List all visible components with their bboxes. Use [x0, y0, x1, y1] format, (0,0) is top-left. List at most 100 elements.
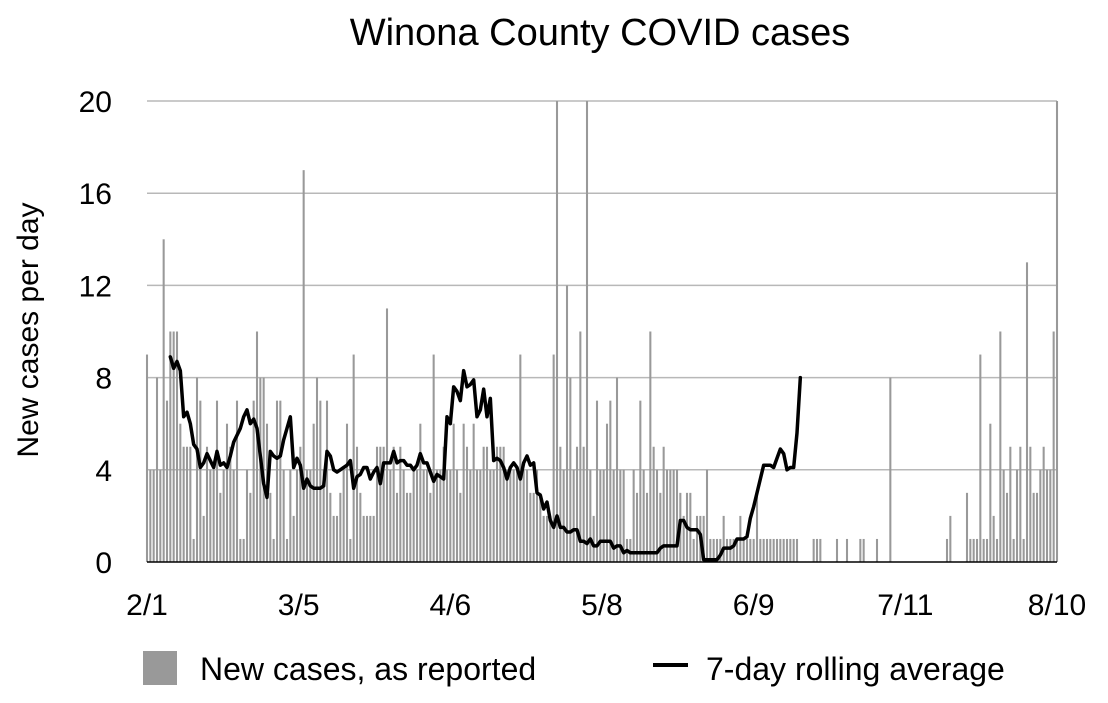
bar	[319, 400, 322, 562]
bar	[1039, 469, 1042, 562]
bar	[1015, 469, 1019, 562]
bar	[595, 400, 599, 562]
bar	[469, 469, 472, 562]
bar	[209, 469, 212, 562]
bar	[985, 538, 989, 562]
bar	[292, 515, 295, 562]
bar	[859, 538, 862, 562]
bar	[172, 331, 175, 562]
bar	[652, 446, 655, 562]
bar	[589, 469, 592, 562]
bar	[875, 538, 879, 562]
bar	[815, 538, 819, 562]
bar	[232, 469, 235, 562]
bar	[212, 469, 215, 562]
bar	[692, 538, 695, 562]
bar	[462, 423, 465, 562]
bar	[1049, 469, 1052, 562]
bar	[269, 492, 272, 562]
bar	[525, 469, 529, 562]
bar	[629, 538, 632, 562]
x-tick-label: 4/6	[429, 589, 471, 622]
bar	[502, 446, 505, 562]
bar	[705, 469, 709, 562]
bar	[179, 423, 182, 562]
chart-title: Winona County COVID cases	[350, 12, 851, 54]
bar	[532, 492, 535, 562]
bar	[619, 469, 622, 562]
bar	[339, 492, 342, 562]
bar	[472, 423, 475, 562]
x-tick-label: 5/8	[581, 589, 623, 622]
bar	[695, 515, 699, 562]
bar	[735, 538, 739, 562]
bar	[222, 469, 225, 562]
bar	[435, 469, 439, 562]
bar	[675, 469, 679, 562]
bar	[889, 377, 892, 562]
y-axis-title: New cases per day	[12, 202, 45, 457]
bar	[542, 515, 545, 562]
bar	[492, 469, 495, 562]
bar	[812, 538, 815, 562]
x-axis-ticks: 2/1 3/5 4/6 5/8 6/9 7/11 8/10	[126, 589, 1086, 622]
bar	[579, 331, 582, 562]
bar	[1055, 101, 1059, 562]
bar	[395, 492, 399, 562]
bar	[332, 515, 335, 562]
bar	[519, 354, 522, 562]
bar	[452, 423, 455, 562]
bar	[479, 469, 482, 562]
bar	[192, 538, 195, 562]
bar	[515, 469, 519, 562]
bar	[325, 400, 329, 562]
bar	[572, 469, 575, 562]
bar	[615, 377, 619, 562]
bar	[252, 400, 255, 562]
bar	[755, 492, 759, 562]
bar	[512, 469, 515, 562]
bar	[442, 446, 445, 562]
bar	[669, 469, 672, 562]
bar	[689, 492, 692, 562]
bar	[1045, 469, 1049, 562]
bar	[419, 423, 422, 562]
bar	[659, 492, 662, 562]
bar	[642, 469, 645, 562]
bar	[489, 469, 492, 562]
bar	[369, 515, 372, 562]
x-tick-label: 3/5	[278, 589, 320, 622]
bar	[349, 538, 352, 562]
bar	[749, 538, 752, 562]
bar	[459, 492, 462, 562]
bar	[275, 400, 279, 562]
bar	[995, 538, 999, 562]
bar	[732, 538, 735, 562]
bar	[282, 469, 285, 562]
bar	[382, 446, 385, 562]
legend-label-bars: New cases, as reported	[200, 651, 536, 687]
bar	[295, 469, 299, 562]
bar	[539, 492, 542, 562]
bar	[272, 538, 275, 562]
bar	[405, 492, 409, 562]
y-tick-label: 16	[79, 178, 112, 211]
bar	[682, 515, 685, 562]
bar	[645, 492, 649, 562]
bar	[722, 515, 725, 562]
bar	[145, 354, 149, 562]
bar	[485, 446, 489, 562]
bar	[795, 538, 799, 562]
bar	[965, 492, 969, 562]
bar	[345, 423, 349, 562]
bar	[239, 538, 242, 562]
bar	[759, 538, 762, 562]
bar	[555, 101, 559, 562]
bar	[782, 538, 785, 562]
bar	[999, 331, 1002, 562]
bar	[199, 400, 202, 562]
bar	[299, 446, 302, 562]
bar	[465, 446, 469, 562]
bar	[285, 538, 289, 562]
